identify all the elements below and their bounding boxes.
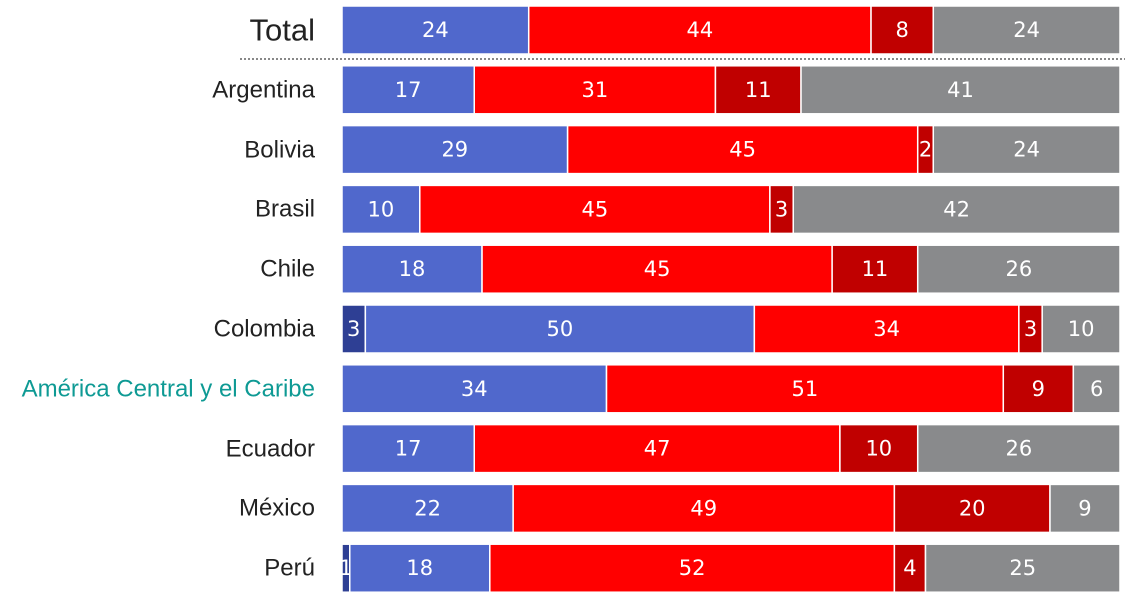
category-label: Ecuador [225, 435, 315, 463]
value-label: 49 [690, 496, 717, 520]
bar-segment [605, 364, 1005, 414]
bar-segment [714, 65, 802, 115]
value-label: 9 [1078, 496, 1091, 520]
value-label: 24 [1013, 18, 1040, 42]
value-label: 50 [546, 317, 573, 341]
bar-segment [1072, 364, 1121, 414]
bar-segment [341, 184, 421, 235]
category-label: Chile [260, 255, 315, 283]
value-label: 44 [687, 18, 714, 42]
value-label: 20 [959, 496, 986, 520]
value-label: 8 [895, 18, 908, 42]
value-label: 51 [792, 377, 819, 401]
category-label: Perú [264, 554, 315, 582]
value-label: 17 [395, 78, 422, 102]
bar-segment [932, 5, 1121, 55]
value-label: 45 [644, 257, 671, 281]
value-label: 10 [1068, 317, 1095, 341]
value-label: 47 [644, 437, 671, 461]
value-label: 26 [1005, 257, 1032, 281]
bar-segment [341, 124, 569, 175]
value-label: 10 [865, 437, 892, 461]
bar-segment [1041, 304, 1121, 354]
category-label: Colombia [213, 315, 315, 343]
value-label: 18 [399, 257, 426, 281]
value-label: 31 [581, 78, 608, 102]
value-label: 29 [441, 138, 468, 162]
value-label: 26 [1005, 437, 1032, 461]
category-label: Bolivia [244, 136, 315, 164]
bar-segment [916, 423, 1121, 474]
value-label: 42 [943, 197, 970, 221]
category-label: América Central y el Caribe [21, 375, 315, 403]
bar-segment [512, 483, 896, 534]
bar-segment [341, 244, 483, 294]
bar-segment [481, 244, 833, 294]
value-label: 6 [1090, 377, 1103, 401]
value-label: 34 [873, 317, 900, 341]
value-label: 4 [903, 556, 916, 580]
bar-segment [419, 184, 771, 235]
value-label: 34 [461, 377, 488, 401]
value-label: 3 [775, 197, 788, 221]
value-label: 24 [422, 18, 449, 42]
value-label: 9 [1032, 377, 1045, 401]
value-label: 24 [1013, 138, 1040, 162]
value-label: 45 [581, 197, 608, 221]
value-label: 10 [368, 197, 395, 221]
bar-segment [341, 65, 476, 115]
bar-segment [792, 184, 1121, 235]
bar-segment [341, 364, 608, 414]
bar-segment [566, 124, 919, 175]
value-label: 22 [414, 496, 441, 520]
bar-segment [349, 543, 491, 593]
value-label: 52 [679, 556, 706, 580]
value-label: 17 [395, 437, 422, 461]
bar-segment [932, 124, 1121, 175]
bar-segment [341, 483, 514, 534]
bar-segment [924, 543, 1121, 593]
bar-segment [341, 423, 476, 474]
value-label: 11 [745, 78, 772, 102]
value-label: 11 [862, 257, 889, 281]
bar-segment [839, 423, 919, 474]
bar-segment [753, 304, 1020, 354]
value-label: 45 [729, 138, 756, 162]
category-label: Total [249, 12, 315, 48]
bar-segment [870, 5, 935, 55]
category-label: Argentina [212, 76, 315, 104]
bar-segment [893, 543, 927, 593]
value-label: 25 [1009, 556, 1036, 580]
value-label: 3 [347, 317, 360, 341]
category-label: México [238, 494, 315, 522]
bar-segment [473, 423, 841, 474]
bar-segment [473, 65, 717, 115]
category-label: Brasil [254, 195, 315, 223]
value-label: 2 [919, 138, 932, 162]
value-label: 41 [947, 78, 974, 102]
bar-segment [800, 65, 1121, 115]
value-label: 3 [1024, 317, 1037, 341]
bar-segment [916, 244, 1121, 294]
bar-segment [1049, 483, 1121, 534]
value-label: 18 [406, 556, 433, 580]
bar-segment [341, 5, 530, 55]
